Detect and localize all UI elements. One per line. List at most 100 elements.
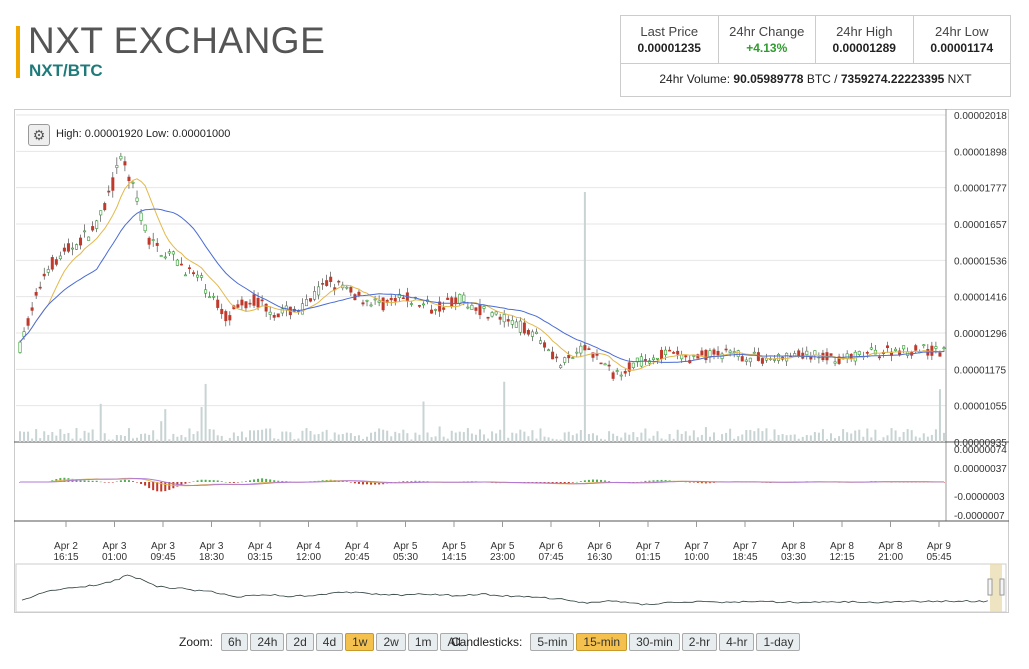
macd-histogram-bar (579, 481, 582, 482)
change-label: 24hr Change (729, 24, 805, 39)
volume-bar (232, 432, 235, 442)
zoom-24h-button[interactable]: 24h (250, 633, 285, 651)
candle-body (401, 297, 405, 300)
macd-histogram-bar (277, 480, 280, 482)
navigator-selection[interactable] (990, 564, 1002, 612)
volume-bar (148, 434, 151, 442)
candle-body (704, 349, 708, 361)
price-chart[interactable]: 0.00002018 0.00001898 0.00001777 0.00001657… (14, 109, 1009, 614)
candle-body (708, 350, 712, 358)
stat-last-price: Last Price 0.00001235 (621, 16, 719, 63)
candle-body (50, 257, 54, 270)
volume-bar (297, 438, 300, 442)
candle-body (192, 272, 196, 275)
volume-bar (208, 429, 211, 442)
volume-bar (265, 428, 268, 442)
volume-bar (640, 432, 643, 442)
candle-body (845, 353, 849, 359)
volume-bar (801, 436, 804, 442)
macd-axis: 0.00000074 0.00000037 -0.0000003 -0.0000007 (954, 445, 1007, 522)
macd-histogram-bar (361, 482, 364, 485)
candle-body (200, 275, 204, 278)
candle-body (228, 315, 232, 321)
volume-bar (261, 429, 264, 442)
candle-2-hr-button[interactable]: 2-hr (681, 633, 718, 651)
candle-body (555, 356, 559, 359)
macd-histogram-bar (692, 482, 695, 483)
candle-body (175, 259, 179, 266)
macd-histogram-bar (684, 481, 687, 483)
candle-body (216, 299, 220, 308)
candle-body (619, 374, 623, 377)
zoom-1w-button[interactable]: 1w (345, 633, 375, 651)
candle-body (785, 352, 789, 362)
volume-bar (216, 435, 219, 442)
volume-bar (321, 431, 324, 442)
navigator-handle-left[interactable] (987, 578, 993, 596)
macd-histogram-bar (123, 479, 126, 482)
time-tick-date: Apr 6 (588, 541, 612, 552)
macd-histogram-bar (136, 482, 139, 483)
candle-body (446, 297, 450, 300)
volume-bar (515, 433, 518, 442)
volume-bar (737, 436, 740, 442)
macd-histogram-bar (898, 481, 901, 483)
candle-body (135, 197, 139, 202)
volume-bar (75, 428, 78, 442)
candle-body (159, 255, 163, 257)
candle-5-min-button[interactable]: 5-min (530, 633, 575, 651)
macd-histogram-bar (232, 482, 235, 483)
volume-bar (430, 437, 433, 442)
navigator[interactable] (15, 563, 1007, 613)
volume-bar (406, 433, 409, 442)
macd-histogram-bar (357, 482, 360, 484)
volume-bar (696, 437, 699, 442)
volume-bar (361, 438, 364, 442)
candle-4-hr-button[interactable]: 4-hr (719, 633, 755, 651)
candle-body (865, 352, 869, 354)
volume-bar (632, 432, 635, 442)
volume-bar (123, 435, 126, 442)
candle-1-day-button[interactable]: 1-day (756, 633, 801, 651)
candle-15-min-button[interactable]: 15-min (576, 633, 628, 651)
volume-bar (487, 438, 490, 442)
candle-body (611, 372, 615, 379)
zoom-1m-button[interactable]: 1m (407, 633, 439, 651)
low-label: 24hr Low (935, 24, 989, 39)
macd-histogram-bar (160, 482, 163, 492)
candle-body (526, 330, 530, 335)
candle-body (18, 341, 22, 353)
macd-histogram-bar (168, 482, 171, 490)
candle-body (837, 356, 841, 364)
candle-body (668, 349, 672, 352)
volume-bar (789, 434, 792, 442)
candle-30-min-button[interactable]: 30-min (629, 633, 680, 651)
zoom-2d-button[interactable]: 2d (286, 633, 314, 651)
volume-bar (591, 433, 594, 442)
volume-bar (59, 429, 62, 442)
volume-bar (797, 438, 800, 442)
volume-bar (249, 430, 251, 442)
candle-body (397, 293, 401, 298)
volume-bar (293, 439, 296, 442)
navigator-series (21, 574, 988, 606)
candle-body (38, 286, 42, 289)
candle-body (672, 352, 676, 354)
volume-bar (676, 429, 679, 442)
settings-gear-icon[interactable]: ⚙ (28, 124, 50, 146)
zoom-6h-button[interactable]: 6h (221, 633, 249, 651)
zoom-4d-button[interactable]: 4d (315, 633, 344, 651)
navigator-handle-right[interactable] (999, 578, 1005, 596)
macd-histogram-bar (115, 481, 118, 483)
macd-histogram-bar (204, 479, 207, 482)
volume-bar (188, 428, 191, 442)
volume-bar (503, 381, 506, 442)
volume-bar (575, 433, 578, 442)
zoom-All-button[interactable]: All (440, 633, 468, 651)
zoom-2w-button[interactable]: 2w (376, 633, 406, 651)
volume-bar (495, 433, 498, 442)
volume-bar (769, 439, 772, 442)
candle-body (357, 291, 361, 296)
volume-bar (914, 436, 917, 442)
